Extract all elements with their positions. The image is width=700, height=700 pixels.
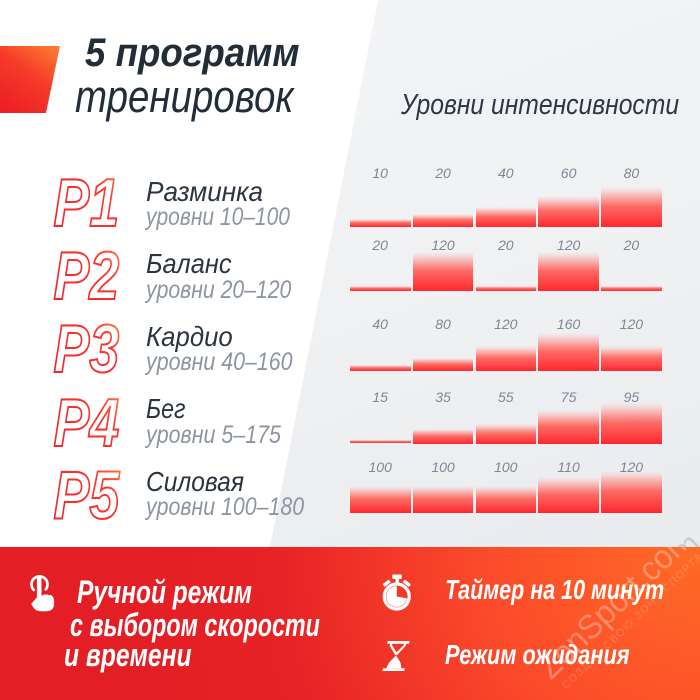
svg-text:P5: P5 — [54, 457, 121, 532]
svg-text:P3: P3 — [54, 311, 120, 386]
svg-text:P1: P1 — [54, 165, 120, 240]
svg-text:P2: P2 — [54, 238, 120, 313]
svg-text:P4: P4 — [54, 385, 120, 460]
